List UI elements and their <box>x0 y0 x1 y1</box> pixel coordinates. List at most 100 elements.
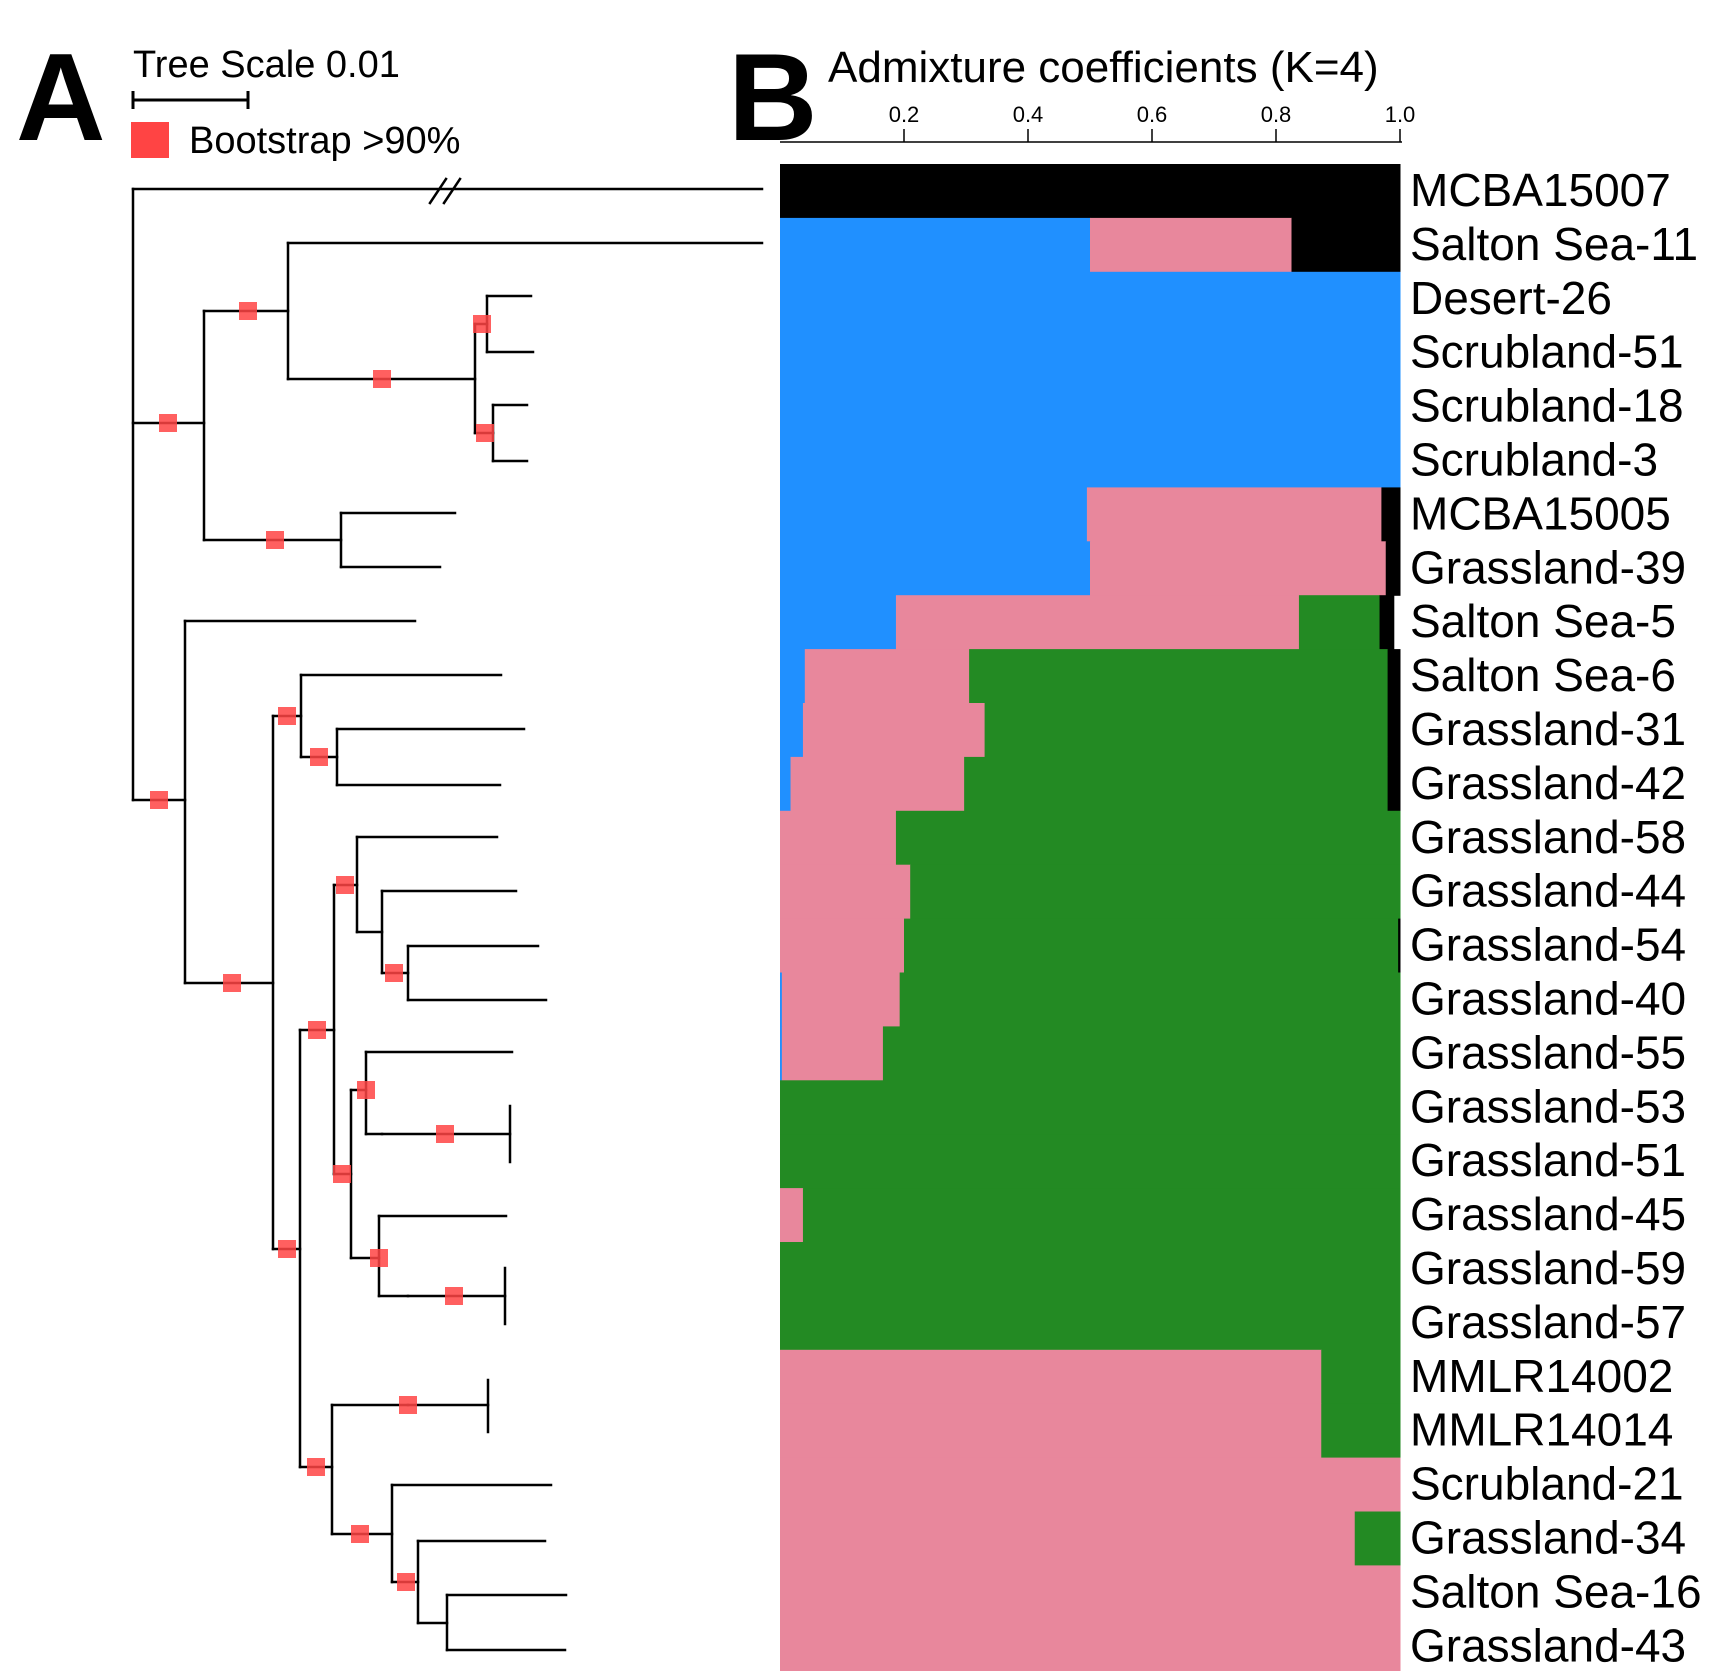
admixture-segment-green <box>780 1295 1401 1351</box>
admixture-segment-black <box>1387 703 1401 758</box>
admixture-segment-pink <box>1090 541 1387 596</box>
bootstrap-marker <box>385 964 403 982</box>
sample-label: Grassland-57 <box>1410 1296 1686 1348</box>
admixture-segment-blue <box>780 271 1401 327</box>
sample-label: Grassland-58 <box>1410 811 1686 863</box>
bootstrap-marker <box>399 1396 417 1414</box>
admixture-segment-green <box>780 1134 1401 1189</box>
admixture-segment-black <box>780 164 1401 219</box>
admixture-segment-black <box>1398 918 1401 974</box>
chart-title: Admixture coefficients (K=4) <box>828 43 1379 92</box>
bootstrap-marker <box>397 1573 415 1591</box>
bootstrap-marker <box>150 791 168 809</box>
bootstrap-marker <box>357 1081 375 1099</box>
admixture-segment-blue <box>780 756 792 812</box>
admixture-segment-green <box>899 972 1401 1027</box>
admixture-segment-black <box>1387 756 1401 812</box>
bootstrap-marker <box>308 1021 326 1039</box>
bootstrap-marker <box>223 974 241 992</box>
admixture-segment-pink <box>780 1565 1401 1620</box>
admixture-segment-pink <box>1090 217 1292 273</box>
sample-label: Grassland-53 <box>1410 1080 1686 1132</box>
sample-label: Salton Sea-6 <box>1410 649 1676 701</box>
sample-label: Grassland-40 <box>1410 972 1686 1024</box>
admixture-segment-pink <box>780 810 897 866</box>
bootstrap-marker <box>370 1249 388 1267</box>
admixture-segment-blue <box>780 325 1401 381</box>
sample-label: Scrubland-51 <box>1410 326 1684 378</box>
admixture-segment-black <box>1291 217 1401 273</box>
bootstrap-marker <box>436 1125 454 1143</box>
panel-label-b: B <box>728 29 818 167</box>
bootstrap-marker <box>476 424 494 442</box>
sample-label: Salton Sea-5 <box>1410 595 1676 647</box>
sample-label: Grassland-34 <box>1410 1511 1686 1563</box>
admixture-segment-pink <box>780 1619 1401 1671</box>
x-tick-label: 0.8 <box>1261 102 1292 127</box>
bootstrap-marker <box>266 531 284 549</box>
sample-label: MCBA15007 <box>1410 164 1671 216</box>
sample-label: Grassland-39 <box>1410 541 1686 593</box>
admixture-segment-pink <box>780 1188 804 1243</box>
admixture-segment-green <box>964 756 1389 812</box>
sample-label: Grassland-45 <box>1410 1188 1686 1240</box>
sample-label: Grassland-31 <box>1410 703 1686 755</box>
admixture-segment-green <box>780 1242 1401 1297</box>
bootstrap-marker <box>445 1287 463 1305</box>
sample-label: Salton Sea-11 <box>1410 218 1698 270</box>
bootstrap-marker <box>278 707 296 725</box>
bootstrap-marker <box>351 1525 369 1543</box>
admixture-segment-pink <box>804 649 970 704</box>
sample-label: Grassland-43 <box>1410 1619 1686 1671</box>
admixture-segment-blue <box>780 972 783 1027</box>
admixture-segment-green <box>780 1080 1401 1135</box>
admixture-segment-black <box>1387 649 1401 704</box>
admixture-segment-pink <box>780 918 905 974</box>
x-tick-label: 0.4 <box>1013 102 1044 127</box>
sample-label: Grassland-55 <box>1410 1026 1686 1078</box>
admixture-segment-pink <box>895 595 1300 650</box>
sample-label: Scrubland-3 <box>1410 433 1658 485</box>
tree-scale-bar <box>131 91 250 109</box>
admixture-bars <box>780 164 1401 1671</box>
bootstrap-marker <box>336 876 354 894</box>
sample-label: Grassland-59 <box>1410 1242 1686 1294</box>
admixture-segment-blue <box>780 595 897 650</box>
sample-label: Scrubland-18 <box>1410 380 1684 432</box>
x-tick-label: 0.6 <box>1137 102 1168 127</box>
sample-label: Grassland-44 <box>1410 865 1686 917</box>
tree-scale-label: Tree Scale 0.01 <box>133 44 400 86</box>
admixture-segment-green <box>802 1188 1401 1243</box>
sample-label: Desert-26 <box>1410 272 1612 324</box>
admixture-segment-green <box>984 703 1389 758</box>
x-axis: 0.2 0.4 0.6 0.8 1.0 <box>780 102 1416 143</box>
admixture-segment-pink <box>1086 487 1382 542</box>
admixture-segment-blue <box>780 703 804 758</box>
sample-label: Grassland-54 <box>1410 919 1686 971</box>
bootstrap-legend-label: Bootstrap >90% <box>189 120 461 162</box>
x-tick-label: 1.0 <box>1385 102 1416 127</box>
x-tick-label: 0.2 <box>889 102 920 127</box>
admixture-segment-pink <box>780 1349 1322 1405</box>
admixture-segment-black <box>1385 541 1401 596</box>
bootstrap-marker <box>310 748 328 766</box>
admixture-segment-green <box>969 649 1389 704</box>
admixture-segment-green <box>1354 1511 1401 1566</box>
sample-label: Scrubland-21 <box>1410 1458 1684 1510</box>
sample-label: Grassland-42 <box>1410 757 1686 809</box>
admixture-segment-pink <box>780 1511 1356 1566</box>
admixture-segment-pink <box>780 1457 1401 1513</box>
sample-label: MMLR14014 <box>1410 1404 1673 1456</box>
admixture-segment-blue <box>780 433 1401 488</box>
sample-label: MCBA15005 <box>1410 487 1671 539</box>
admixture-segment-pink <box>802 703 986 758</box>
admixture-segment-blue <box>780 217 1091 273</box>
sample-label: MMLR14002 <box>1410 1350 1673 1402</box>
bootstrap-marker <box>239 302 257 320</box>
admixture-segment-black <box>1381 487 1401 542</box>
admixture-segment-pink <box>780 864 911 920</box>
bootstrap-marker <box>278 1240 296 1258</box>
sample-label: Salton Sea-16 <box>1410 1565 1702 1617</box>
